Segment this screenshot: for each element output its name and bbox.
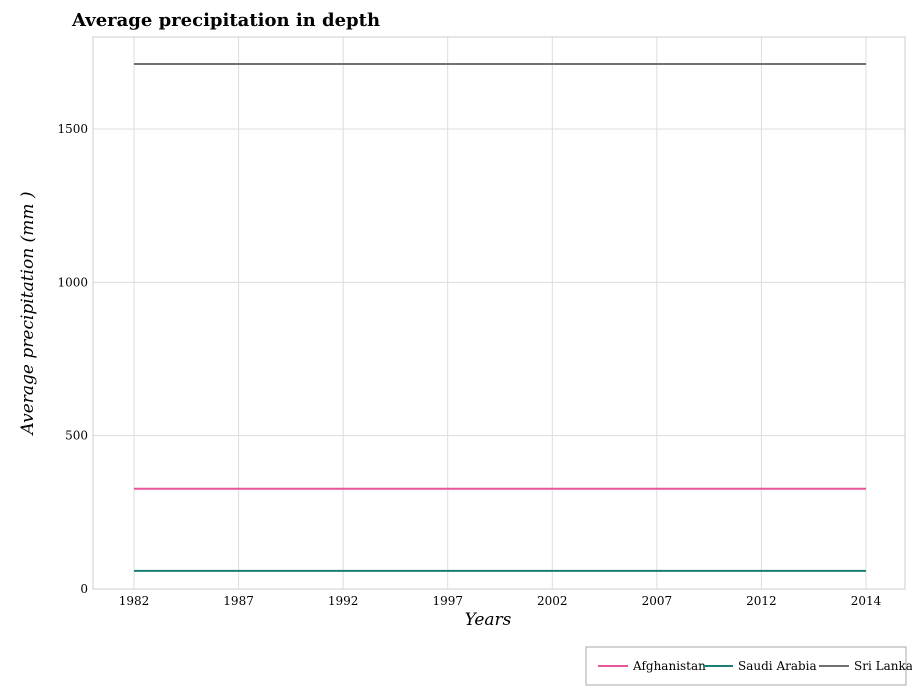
x-tick-label: 1997 bbox=[432, 594, 463, 608]
x-tick-labels: 1982 1987 1992 1997 2002 2007 2012 2014 bbox=[119, 594, 882, 608]
legend-label-afghanistan: Afghanistan bbox=[632, 659, 706, 673]
y-tick-label: 1000 bbox=[57, 275, 88, 289]
x-tick-label: 1982 bbox=[119, 594, 150, 608]
x-tick-label: 1987 bbox=[223, 594, 254, 608]
y-tick-label: 500 bbox=[65, 429, 88, 443]
legend-box bbox=[585, 646, 907, 686]
x-tick-label: 2002 bbox=[537, 594, 568, 608]
x-tick-label: 2007 bbox=[642, 594, 673, 608]
chart-title: Average precipitation in depth bbox=[71, 10, 380, 31]
legend: Afghanistan Saudi Arabia Sri Lanka bbox=[585, 646, 912, 686]
grid bbox=[93, 37, 905, 590]
x-axis-label: Years bbox=[465, 610, 512, 630]
x-tick-label: 2012 bbox=[746, 594, 777, 608]
x-tick-label: 2014 bbox=[851, 594, 882, 608]
series-lines bbox=[134, 62, 866, 572]
y-axis-label: Average precipitation (mm ) bbox=[18, 192, 38, 437]
y-tick-label: 1500 bbox=[57, 122, 88, 136]
plot-frame bbox=[92, 36, 906, 590]
y-tick-labels: 0 500 1000 1500 bbox=[57, 122, 88, 596]
legend-label-sri-lanka: Sri Lanka bbox=[854, 659, 912, 673]
y-tick-label: 0 bbox=[80, 582, 88, 596]
legend-label-saudi-arabia: Saudi Arabia bbox=[738, 659, 817, 673]
x-tick-label: 1992 bbox=[328, 594, 359, 608]
